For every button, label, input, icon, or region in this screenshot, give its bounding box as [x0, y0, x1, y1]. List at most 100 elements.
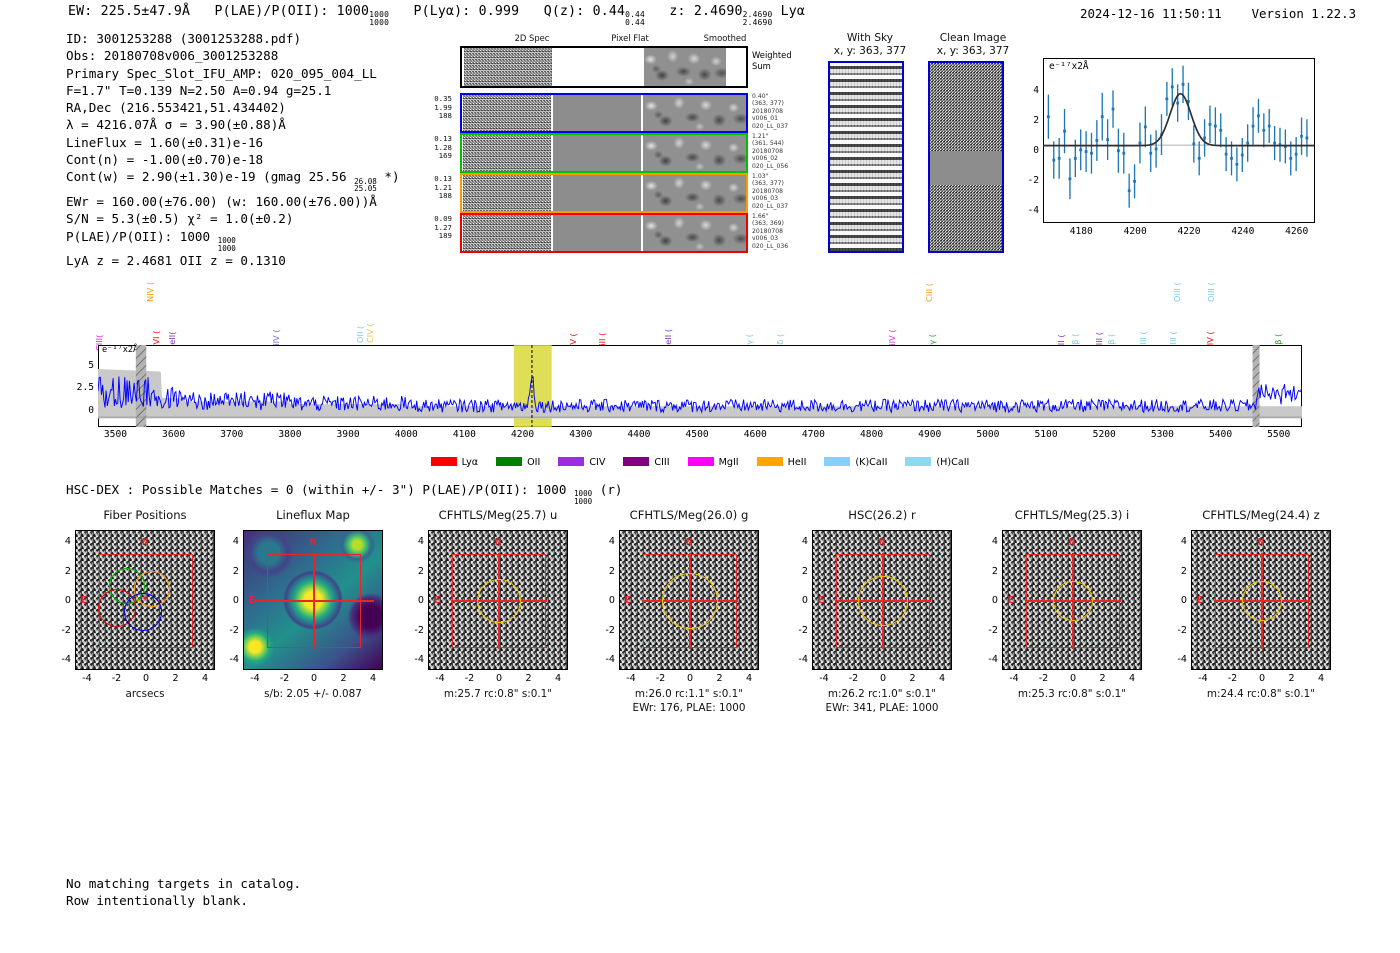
emission-line-label-oiii: OIII ( [1172, 282, 1182, 302]
east-marker: E [81, 595, 88, 606]
cutout-5-xtick-3: 2 [1099, 673, 1106, 684]
cutout-1-xtick-1: -2 [279, 673, 290, 684]
legend-item-heii: HeII [756, 457, 807, 468]
cutout-5-ytick-1: 2 [991, 565, 998, 577]
legend-label: CIII [654, 457, 670, 468]
cutout-6-ytick-2: 0 [1180, 595, 1187, 606]
legend-item-ciii: CIII [623, 457, 670, 468]
spec-xtick-4400: 4400 [627, 429, 651, 440]
legend-swatch [905, 457, 932, 466]
timestamp: 2024-12-16 11:50:11 [1080, 6, 1222, 21]
version-label: Version 1.22.3 [1251, 6, 1357, 21]
cutout-0-xtick-2: 0 [142, 673, 150, 684]
cutout-2-ytick-1: 2 [417, 565, 424, 577]
cutout-title-4: HSC(26.2) r [848, 508, 916, 522]
cutout-2-ytick-2: 0 [417, 595, 424, 606]
cutout-3-ytick-0: 4 [608, 536, 615, 547]
cutout-6-caption-0: m:24.4 rc:0.8" s:0.1" [1206, 688, 1316, 700]
spec2d-montage: 2D Spec Pixel Flat Smoothed Weighted Sum… [422, 33, 822, 255]
cutout-0-ytick-3: -2 [61, 624, 71, 636]
legend-item-oii: OII [496, 457, 540, 468]
cutout-0-ytick-2: 0 [64, 595, 71, 606]
info-ewr: EWr = 160.00(±76.00) (w: 160.00(±76.00))… [66, 194, 377, 210]
spec-xtick-4900: 4900 [918, 429, 942, 440]
gmag-range: 26.08 25.05 [354, 176, 377, 194]
spec-xtick-4800: 4800 [860, 429, 884, 440]
north-marker: N [495, 537, 502, 548]
legend-label: HeII [787, 457, 807, 468]
spec-xtick-4200: 4200 [511, 429, 535, 440]
cutout-4-ytick-4: -4 [798, 654, 808, 665]
cutout-2-ytick-0: 4 [417, 536, 424, 547]
east-marker: E [818, 595, 825, 606]
crosshair-horizontal-inner [254, 600, 374, 602]
line-legend: Lyα OII CIV CIII MgII HeII (K)CaII (H)CaII [0, 452, 1400, 471]
spec-ytick-0: 0 [88, 405, 94, 416]
east-marker: E [1008, 595, 1015, 606]
spec-xtick-5400: 5400 [1209, 429, 1233, 440]
cutout-4-xtick-4: 4 [938, 673, 946, 684]
cutout-image-0[interactable]: N E + [75, 530, 215, 670]
legend-swatch [756, 457, 783, 466]
cutout-3-ytick-3: -2 [605, 624, 615, 636]
cutout-6-xtick-3: 2 [1288, 673, 1295, 684]
line-fit-units: e⁻¹⁷x2Å [1049, 61, 1089, 72]
spec-ytick-5: 5 [88, 360, 94, 371]
cutout-title-6: CFHTLS/Meg(24.4) z [1202, 508, 1320, 522]
spec-xtick-3700: 3700 [220, 429, 244, 440]
col-title-pixelflat: Pixel Flat [611, 33, 649, 43]
legend-item-civ: CIV [558, 457, 605, 468]
spec-xtick-4500: 4500 [685, 429, 709, 440]
info-id: ID: 3001253288 (3001253288.pdf) [66, 31, 302, 46]
cutout-5-ytick-2: 0 [991, 595, 998, 606]
cutout-0-xtick-3: 2 [172, 673, 179, 684]
ew-value: 225.5±47.9Å [100, 4, 191, 19]
footer-line-2: Row intentionally blank. [66, 893, 248, 909]
spec2d-row-1-left: 0.35 1.99 188 [434, 94, 452, 121]
col-title-2dspec: 2D Spec [514, 33, 550, 43]
legend-label: (H)CaII [936, 457, 970, 468]
spec-xtick-3800: 3800 [278, 429, 302, 440]
fit-xtick-4180: 4180 [1069, 226, 1093, 237]
cutout-4-xtick-0: -4 [819, 673, 829, 684]
withsky-title: With Sky [846, 32, 894, 44]
weighted-sum-strip [460, 46, 748, 88]
spec2d-row-2-left: 0.13 1.28 169 [434, 134, 452, 161]
fit-ytick-0: 0 [1033, 145, 1039, 157]
cutout-4-ytick-1: 2 [801, 565, 808, 577]
legend-label: (K)CaII [855, 457, 888, 468]
cutout-5-ytick-4: -4 [988, 654, 998, 665]
cutout-4-ytick-3: -2 [798, 624, 808, 636]
spec-xtick-5200: 5200 [1092, 429, 1116, 440]
cutout-1-ytick-0: 4 [232, 536, 239, 547]
fit-ytick-m2: -2 [1027, 174, 1039, 186]
east-marker: E [625, 595, 632, 606]
info-sn-chi2: S/N = 5.3(±0.5) χ² = 1.0(±0.2) [66, 211, 294, 227]
weighted-sum-label: Weighted Sum [752, 50, 792, 71]
spec2d-row-4-right: 1.66" (363, 369) 20180708 v006_03 020_LL… [752, 213, 789, 250]
spec-xtick-4000: 4000 [394, 429, 418, 440]
plae-value: 1000 [336, 4, 370, 19]
cutout-6-xtick-0: -4 [1198, 673, 1208, 684]
spec2d-row-2-right: 1.21" (361, 544) 20180708 v006_02 020_LL… [752, 133, 789, 170]
qz-label: Q(z): [543, 4, 585, 19]
cleanimage-title: Clean Image [939, 32, 1007, 44]
plae-label: P(LAE)/P(OII): [214, 4, 329, 19]
north-marker: N [1069, 537, 1076, 548]
cutout-title-1: Lineflux Map [276, 508, 350, 522]
spec-xtick-5500: 5500 [1267, 429, 1291, 440]
spec-xtick-3600: 3600 [162, 429, 186, 440]
cutout-3-xtick-1: -2 [655, 673, 666, 684]
spec-xtick-4100: 4100 [452, 429, 476, 440]
cutout-0-xtick-1: -2 [111, 673, 122, 684]
footer-notes: No matching targets in catalog. Row inte… [66, 875, 301, 910]
cutout-title-2: CFHTLS/Meg(25.7) u [438, 508, 558, 522]
legend-swatch [430, 457, 457, 466]
cutout-1-xtick-4: 4 [369, 673, 377, 684]
